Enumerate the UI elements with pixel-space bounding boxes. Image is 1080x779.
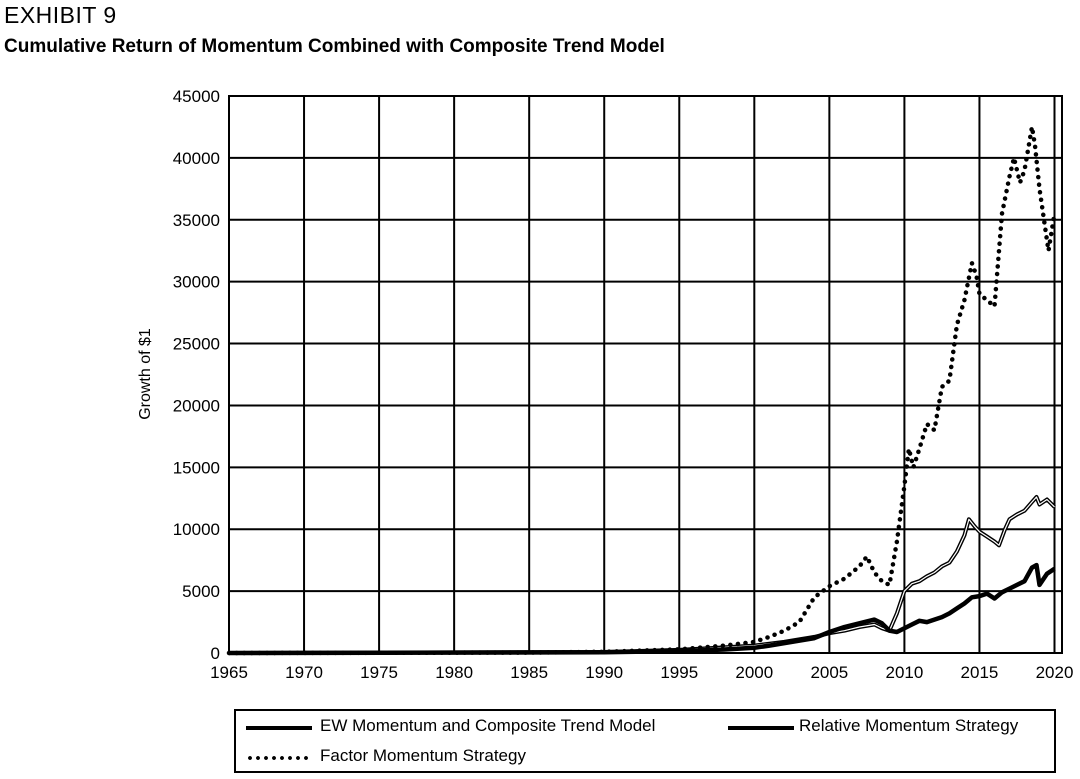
x-tick-label: 1980	[435, 663, 473, 682]
y-tick-label: 15000	[173, 458, 220, 477]
x-tick-label: 2000	[735, 663, 773, 682]
chart-series	[226, 126, 1057, 656]
legend-label-relative-momentum: Relative Momentum Strategy	[799, 716, 1019, 735]
legend-label-factor-momentum: Factor Momentum Strategy	[320, 746, 526, 765]
x-tick-label: 1990	[585, 663, 623, 682]
x-tick-label: 2005	[810, 663, 848, 682]
y-tick-labels: 0 5000 10000 15000 20000 25000 30000 35000 40000…	[173, 87, 220, 663]
chart-area: 0 5000 10000 15000 20000 25000 30000 35000 40000…	[137, 87, 1073, 682]
series-line-factor-momentum-strategy	[226, 126, 1057, 656]
legend-swatch-ew-momentum	[246, 726, 312, 730]
x-tick-label: 1965	[210, 663, 248, 682]
y-tick-label: 20000	[173, 396, 220, 415]
chart-title: Cumulative Return of Momentum Combined w…	[4, 36, 665, 57]
x-tick-label: 1975	[360, 663, 398, 682]
x-tick-labels: 1965 1970 1975 1980 1985 1990 1995 2000 2005 2010…	[210, 663, 1073, 682]
y-tick-label: 25000	[173, 335, 220, 354]
y-tick-label: 30000	[173, 273, 220, 292]
x-tick-label: 1995	[660, 663, 698, 682]
y-tick-label: 40000	[173, 149, 220, 168]
x-tick-label: 2010	[885, 663, 923, 682]
y-tick-label: 35000	[173, 211, 220, 230]
series-line-inner-ew-momentum-and-composite-trend-model	[228, 496, 1055, 654]
y-tick-label: 5000	[182, 582, 220, 601]
y-tick-label: 10000	[173, 520, 220, 539]
x-tick-label: 2015	[961, 663, 999, 682]
chart-legend: EW Momentum and Composite Trend Model Re…	[234, 709, 1056, 773]
y-axis-label: Growth of $1	[137, 328, 154, 420]
y-tick-label: 0	[211, 644, 220, 663]
legend-swatch-relative-momentum	[728, 726, 794, 730]
y-tick-label: 45000	[173, 87, 220, 106]
x-tick-label: 2020	[1036, 663, 1074, 682]
x-tick-label: 1970	[285, 663, 323, 682]
legend-label-ew-momentum: EW Momentum and Composite Trend Model	[320, 716, 656, 735]
x-tick-label: 1985	[510, 663, 548, 682]
exhibit-label: EXHIBIT 9	[4, 2, 117, 28]
series-line-relative-momentum-strategy	[228, 562, 1056, 656]
legend-swatch-factor-momentum	[246, 756, 312, 760]
